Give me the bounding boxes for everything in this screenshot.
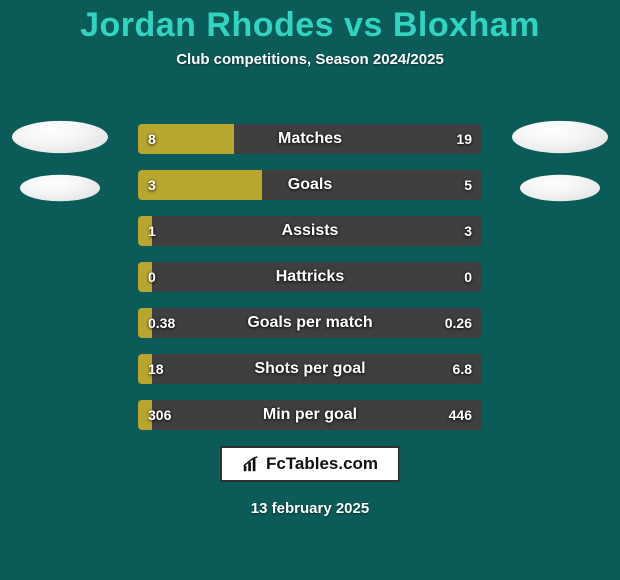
stat-row: 35Goals bbox=[138, 170, 482, 200]
comparison-card: Jordan Rhodes vs Bloxham Club competitio… bbox=[0, 0, 620, 580]
stat-fill-left bbox=[138, 354, 152, 384]
stat-label: Assists bbox=[138, 216, 482, 246]
player2-avatar-top bbox=[512, 121, 608, 153]
stat-value-right: 0.26 bbox=[445, 308, 472, 338]
stat-fill-left bbox=[138, 124, 234, 154]
player1-name: Jordan Rhodes bbox=[80, 6, 334, 44]
player1-avatar-bottom bbox=[20, 175, 100, 202]
player2-avatar-bottom bbox=[520, 175, 600, 202]
stats-panel: 819Matches 35Goals 13Assists 00Hattricks 0.3… bbox=[138, 124, 482, 446]
page-title: Jordan Rhodes vs Bloxham bbox=[0, 6, 620, 45]
vs-separator: vs bbox=[344, 6, 383, 44]
stat-fill-left bbox=[138, 216, 152, 246]
stat-value-right: 6.8 bbox=[453, 354, 472, 384]
player1-avatar-top bbox=[12, 121, 108, 153]
stat-value-right: 446 bbox=[449, 400, 472, 430]
stat-row: 819Matches bbox=[138, 124, 482, 154]
stat-row: 13Assists bbox=[138, 216, 482, 246]
stat-row: 306446Min per goal bbox=[138, 400, 482, 430]
brand-box: FcTables.com bbox=[220, 446, 400, 482]
stat-value-right: 3 bbox=[464, 216, 472, 246]
stat-fill-left bbox=[138, 170, 262, 200]
subtitle: Club competitions, Season 2024/2025 bbox=[0, 51, 620, 68]
brand-logo-icon bbox=[242, 455, 260, 473]
stat-row: 0.38 0.26Goals per match bbox=[138, 308, 482, 338]
player2-name: Bloxham bbox=[393, 6, 540, 44]
stat-label: Goals per match bbox=[138, 308, 482, 338]
date-text: 13 february 2025 bbox=[0, 500, 620, 517]
stat-value-right: 19 bbox=[456, 124, 472, 154]
stat-value-left: 0.38 bbox=[148, 308, 175, 338]
stat-fill-left bbox=[138, 400, 152, 430]
stat-value-right: 5 bbox=[464, 170, 472, 200]
stat-label: Hattricks bbox=[138, 262, 482, 292]
stat-row: 186.8Shots per goal bbox=[138, 354, 482, 384]
brand-text: FcTables.com bbox=[266, 454, 378, 474]
stat-row: 00Hattricks bbox=[138, 262, 482, 292]
stat-label: Min per goal bbox=[138, 400, 482, 430]
stat-fill-left bbox=[138, 308, 152, 338]
stat-value-right: 0 bbox=[464, 262, 472, 292]
stat-label: Shots per goal bbox=[138, 354, 482, 384]
stat-fill-left bbox=[138, 262, 152, 292]
